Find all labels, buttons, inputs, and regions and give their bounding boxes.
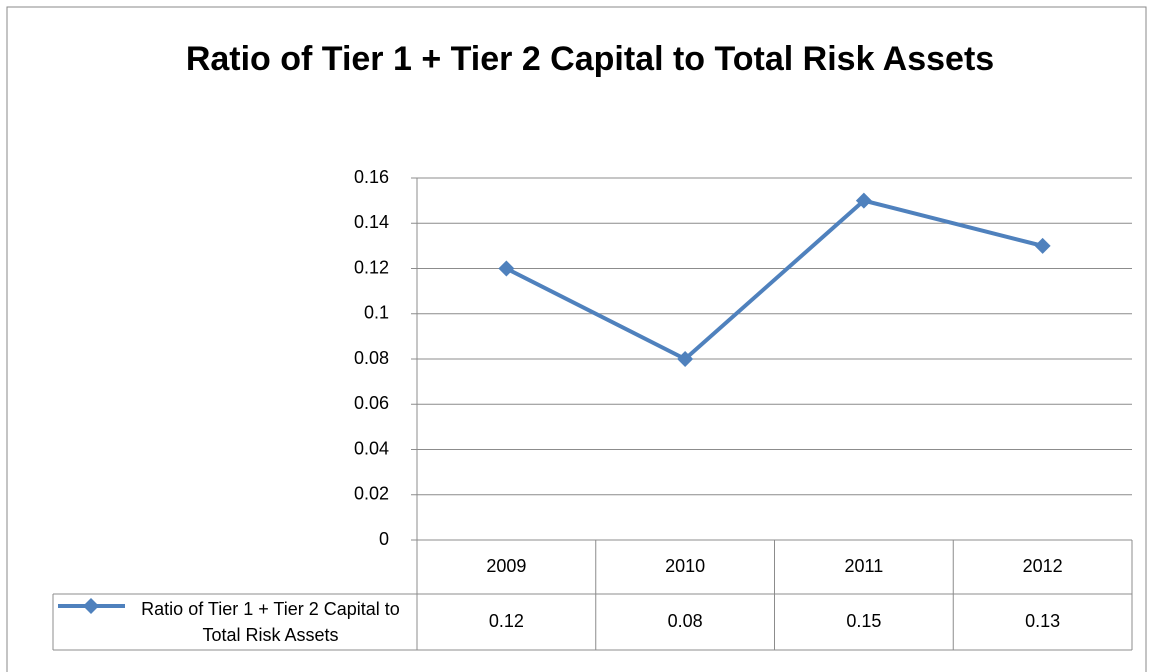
y-tick-label: 0.1 xyxy=(364,303,389,323)
y-tick-label: 0.02 xyxy=(354,484,389,504)
chart-frame xyxy=(6,6,1147,672)
x-tick-label: 2012 xyxy=(1023,556,1063,576)
marker xyxy=(1034,237,1051,254)
y-tick-label: 0.16 xyxy=(354,167,389,187)
x-tick-label: 2009 xyxy=(486,556,526,576)
y-tick-label: 0 xyxy=(379,529,389,549)
legend-label: Ratio of Tier 1 + Tier 2 Capital to Tota… xyxy=(141,599,400,645)
x-tick-label: 2010 xyxy=(665,556,705,576)
legend-marker xyxy=(83,598,99,614)
table-value: 0.15 xyxy=(846,611,881,631)
table-value: 0.08 xyxy=(668,611,703,631)
x-tick-label: 2011 xyxy=(845,556,884,576)
chart-title: Ratio of Tier 1 + Tier 2 Capital to Tota… xyxy=(185,40,995,78)
y-tick-label: 0.04 xyxy=(354,438,389,458)
marker xyxy=(677,351,694,367)
y-tick-label: 0.14 xyxy=(354,212,389,232)
series-line xyxy=(505,198,1044,361)
title-box: Ratio of Tier 1 + Tier 2 Capital to Tota… xyxy=(185,40,995,78)
legend-box: Ratio of Tier 1 + Tier 2 Capital to Tota… xyxy=(141,599,400,645)
y-tick-label: 0.06 xyxy=(354,393,389,413)
y-tick-label: 0.12 xyxy=(354,257,389,277)
y-tick-label: 0.08 xyxy=(354,348,389,368)
marker xyxy=(498,260,515,277)
table-value: 0.13 xyxy=(1025,611,1060,631)
table-value: 0.12 xyxy=(489,611,524,631)
marker xyxy=(855,192,872,209)
